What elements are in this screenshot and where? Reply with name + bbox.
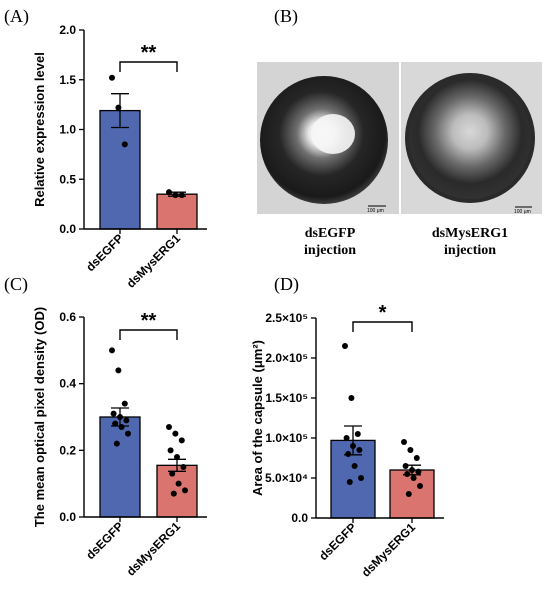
data-point (417, 483, 423, 489)
significance-bracket (119, 61, 178, 72)
data-point (182, 487, 188, 494)
y-axis-label: Relative expression level (32, 52, 47, 207)
y-tick-label: 2.0 (59, 23, 76, 37)
y-tick-label: 2.0×10⁵ (265, 351, 308, 365)
bar-dsmyserg1 (156, 464, 198, 518)
data-point (415, 468, 422, 475)
y-tick-label: 5.0×10⁴ (265, 471, 308, 485)
y-tick-label: 0.2 (59, 443, 76, 457)
data-point (109, 74, 115, 81)
data-point (358, 475, 364, 481)
data-point (125, 430, 131, 437)
x-tick-label: dsEGFP (316, 520, 359, 563)
y-tick-label: 2.5×10⁵ (265, 311, 308, 325)
data-point (350, 443, 356, 449)
data-point (117, 414, 123, 420)
bar-dsegfp (99, 416, 141, 518)
data-point (110, 410, 117, 417)
data-point (410, 475, 417, 481)
data-point (351, 463, 358, 469)
y-tick-label: 0.0 (291, 511, 308, 525)
y-tick-label: 0.0 (59, 510, 76, 524)
significance-label: ** (141, 42, 157, 64)
panel-label-b: (B) (274, 6, 298, 27)
x-tick-label: dsMysERG1 (124, 231, 184, 291)
data-point (407, 447, 414, 453)
data-point (118, 424, 125, 430)
significance-bracket (352, 321, 413, 332)
data-point (172, 430, 179, 437)
data-point (345, 451, 352, 457)
data-point (166, 189, 172, 196)
micrograph-left: 100 μm (257, 62, 399, 214)
data-point (346, 479, 353, 485)
caption-left-line2: injection (304, 243, 356, 258)
data-point (178, 437, 185, 444)
data-point (166, 424, 172, 430)
bar-dsegfp (99, 109, 141, 230)
data-point (356, 447, 363, 453)
data-point (121, 141, 128, 148)
x-tick-label: dsMysERG1 (124, 519, 184, 579)
data-point (402, 463, 409, 469)
significance-bracket (119, 329, 178, 340)
x-tick-label: dsEGFP (83, 519, 126, 562)
y-tick-label: 1.5 (59, 73, 76, 87)
data-point (343, 435, 350, 441)
scalebar-label-right: 100 μm (514, 209, 531, 215)
bar-dsmyserg1 (156, 193, 198, 230)
y-tick-label: 0.0 (59, 222, 76, 236)
data-point (175, 480, 182, 487)
y-tick-label: 1.0 (59, 123, 76, 137)
panel-label-a: (A) (4, 6, 29, 27)
micrograph-right: 100 μm (401, 62, 542, 215)
data-point (348, 395, 355, 401)
caption-right-line2: injection (444, 243, 496, 258)
data-point (401, 439, 407, 445)
significance-label: * (379, 302, 387, 324)
data-point (109, 347, 115, 354)
chart-d: 0.0 5.0×10⁴ 1.0×10⁵ 1.5×10⁵ 2.0×10⁵ 2.5×10⁵ ds… (250, 302, 444, 580)
data-point (409, 467, 415, 473)
y-tick-label: 1.5×10⁵ (265, 391, 308, 405)
data-point (413, 455, 420, 461)
data-point (112, 420, 119, 427)
data-point (121, 400, 128, 407)
significance-label: ** (141, 310, 157, 332)
scalebar-label-left: 100 μm (367, 208, 384, 214)
y-axis-label: Area of the capsule (μm²) (250, 340, 265, 496)
caption-left-line1: dsEGFP (305, 226, 356, 241)
data-point (123, 417, 130, 424)
data-point (115, 104, 122, 111)
data-point (115, 367, 122, 374)
panel-label-c: (C) (4, 274, 28, 295)
panel-label-d: (D) (274, 274, 299, 295)
data-point (180, 464, 187, 470)
data-point (178, 192, 185, 199)
data-point (404, 471, 411, 477)
y-tick-label: 0.6 (59, 310, 76, 324)
data-point (405, 491, 412, 497)
data-point (342, 343, 348, 349)
data-point (167, 447, 174, 454)
data-point (172, 192, 179, 199)
x-tick-label: dsEGFP (83, 231, 126, 274)
y-tick-label: 0.4 (59, 377, 76, 391)
data-point (170, 490, 177, 497)
data-point (354, 431, 361, 437)
y-axis-label: The mean optical pixel density (OD) (32, 307, 47, 527)
x-tick-label: dsMysERG1 (359, 520, 419, 580)
y-tick-label: 0.5 (59, 172, 76, 186)
data-point (169, 470, 176, 477)
caption-right-line1: dsMysERG1 (432, 226, 508, 241)
data-point (174, 454, 180, 460)
y-tick-label: 1.0×10⁵ (265, 431, 308, 445)
data-point (113, 440, 120, 447)
